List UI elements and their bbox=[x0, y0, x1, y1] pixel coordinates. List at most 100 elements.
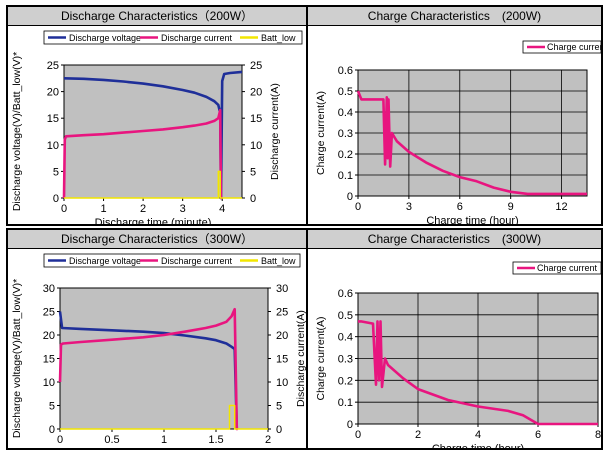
y-tick-label: 5 bbox=[49, 401, 55, 413]
x-tick-label: 12 bbox=[555, 201, 567, 213]
chart-discharge-200w: 0 1 2 3 4 0 5 10 15 20 25 0 5 10 15 20 25 Discharge time … bbox=[11, 30, 303, 224]
legend-label: Discharge voltage bbox=[69, 33, 141, 43]
x-tick-label: 3 bbox=[406, 201, 412, 213]
y2-tick-label: 0 bbox=[276, 424, 282, 436]
y-tick-label: 0.5 bbox=[338, 310, 353, 322]
y-tick-label: 0 bbox=[347, 191, 353, 203]
y-tick-label: 30 bbox=[43, 283, 55, 295]
y-tick-label: 20 bbox=[47, 87, 59, 99]
chart-discharge-300w: 0 0.5 1 1.5 2051015202530051015202530Dischar… bbox=[11, 253, 306, 446]
legend-label: Batt_low bbox=[261, 256, 296, 266]
series-line-batt-low bbox=[60, 404, 268, 430]
series-line-discharge-voltage bbox=[58, 311, 239, 430]
y-tick-label: 25 bbox=[43, 307, 55, 319]
y2-tick-label: 15 bbox=[250, 113, 262, 125]
y-tick-label: 15 bbox=[43, 354, 55, 366]
x-tick-label: 3 bbox=[180, 203, 186, 215]
legend-box bbox=[512, 261, 601, 275]
x-axis-label: Discharge time (minute) bbox=[95, 217, 212, 224]
panel-title: Discharge Characteristics（200W） bbox=[8, 7, 306, 26]
panel-title: Charge Characteristics (300W) bbox=[308, 230, 601, 249]
y-tick-label: 25 bbox=[47, 60, 59, 72]
legend-label: Discharge voltage bbox=[69, 256, 141, 266]
x-tick-label: 9 bbox=[508, 201, 514, 213]
y2-tick-label: 10 bbox=[250, 140, 262, 152]
y-tick-label: 15 bbox=[47, 113, 59, 125]
series-line-batt-low bbox=[64, 170, 242, 199]
legend-label: Batt_low bbox=[261, 33, 296, 43]
y2-tick-label: 0 bbox=[250, 193, 256, 205]
y2-tick-label: 10 bbox=[276, 377, 288, 389]
x-tick-label: 0 bbox=[355, 429, 361, 441]
y-tick-label: 10 bbox=[43, 377, 55, 389]
y-tick-label: 0.5 bbox=[338, 86, 353, 98]
y-tick-label: 0.2 bbox=[338, 149, 353, 161]
y-axis-label: Discharge voltage(V)/Batt_low(V)* bbox=[11, 52, 23, 211]
y-tick-label: 0.6 bbox=[338, 65, 353, 77]
y-tick-label: 0.4 bbox=[338, 107, 353, 119]
y2-tick-label: 15 bbox=[276, 354, 288, 366]
y2-axis-label: Discharge current(A) bbox=[269, 83, 281, 180]
y-tick-label: 0.4 bbox=[338, 332, 353, 344]
panel-title: Charge Characteristics (200W) bbox=[308, 7, 601, 26]
y-tick-label: 0 bbox=[49, 424, 55, 436]
y2-tick-label: 5 bbox=[276, 401, 282, 413]
y-tick-label: 0.2 bbox=[338, 375, 353, 387]
series-line-discharge-voltage bbox=[63, 70, 243, 200]
x-tick-label: 6 bbox=[535, 429, 541, 441]
legend-label: Discharge current bbox=[161, 256, 233, 266]
x-tick-label: 6 bbox=[457, 201, 463, 213]
legend-label: Charge current bbox=[547, 42, 601, 52]
x-axis-label: Charge time (hour) bbox=[426, 215, 518, 224]
x-tick-label: 2 bbox=[415, 429, 421, 441]
y2-tick-label: 20 bbox=[250, 87, 262, 99]
x-tick-label: 1 bbox=[100, 203, 106, 215]
x-tick-label: 0 bbox=[61, 203, 67, 215]
y-tick-label: 0.3 bbox=[338, 354, 353, 366]
x-tick-label: 8 bbox=[595, 429, 601, 441]
y-tick-label: 0.1 bbox=[338, 170, 353, 182]
legend-box bbox=[522, 40, 601, 54]
legend-label: Charge current bbox=[537, 263, 598, 273]
panel-title: Discharge Characteristics（300W） bbox=[8, 230, 306, 249]
y-tick-label: 0.3 bbox=[338, 128, 353, 140]
x-tick-label: 0.5 bbox=[104, 434, 119, 446]
x-tick-label: 0 bbox=[57, 434, 63, 446]
y-tick-label: 10 bbox=[47, 140, 59, 152]
x-tick-label: 2 bbox=[265, 434, 271, 446]
x-tick-label: 2 bbox=[140, 203, 146, 215]
series-line-charge-current bbox=[358, 320, 598, 426]
y2-axis-label: Discharge current(A) bbox=[295, 310, 306, 407]
y2-tick-label: 30 bbox=[276, 283, 288, 295]
y2-tick-label: 5 bbox=[250, 166, 256, 178]
y-tick-label: 0 bbox=[347, 419, 353, 431]
chart-charge-200w: 0 3 6 9 12 0 0.1 0.2 0.3 0.4 0.5 0.6 Charge time (ho… bbox=[315, 40, 601, 224]
y-tick-label: 0 bbox=[53, 193, 59, 205]
x-tick-label: 4 bbox=[475, 429, 481, 441]
x-tick-label: 4 bbox=[219, 203, 225, 215]
series-line-charge-current bbox=[356, 90, 587, 196]
y-tick-label: 5 bbox=[53, 166, 59, 178]
x-axis-label: Charge time (hour) bbox=[432, 443, 524, 448]
panel-charge-300w: Charge Characteristics (300W) 0 2 4 6 8 0 0.1 0… bbox=[306, 228, 603, 450]
y2-tick-label: 20 bbox=[276, 330, 288, 342]
legend-box bbox=[43, 30, 303, 45]
chart-charge-300w: 0 2 4 6 8 0 0.1 0.2 0.3 0.4 0.5 0.6 Charge time (hou… bbox=[315, 261, 601, 448]
y2-tick-label: 25 bbox=[276, 307, 288, 319]
panel-discharge-200w: Discharge Characteristics（200W） 0 1 2 3 4 0 5 1… bbox=[6, 5, 308, 226]
y-tick-label: 20 bbox=[43, 330, 55, 342]
y-tick-label: 0.6 bbox=[338, 288, 353, 300]
series-line-discharge-current bbox=[62, 108, 223, 200]
x-tick-label: 1.5 bbox=[208, 434, 223, 446]
x-tick-label: 0 bbox=[355, 201, 361, 213]
legend-box bbox=[43, 253, 301, 268]
y2-tick-label: 25 bbox=[250, 60, 262, 72]
x-tick-label: 1 bbox=[161, 434, 167, 446]
y-axis-label: Discharge voltage(V)/Batt_low(V)* bbox=[11, 279, 23, 438]
y-axis-label: Charge current(A) bbox=[315, 91, 327, 175]
series-line-discharge-current bbox=[58, 307, 239, 431]
legend-label: Discharge current bbox=[161, 33, 233, 43]
panel-discharge-300w: Discharge Characteristics（300W） 0 0.5 1 1.5… bbox=[6, 228, 308, 450]
y-axis-label: Charge current(A) bbox=[315, 316, 327, 400]
